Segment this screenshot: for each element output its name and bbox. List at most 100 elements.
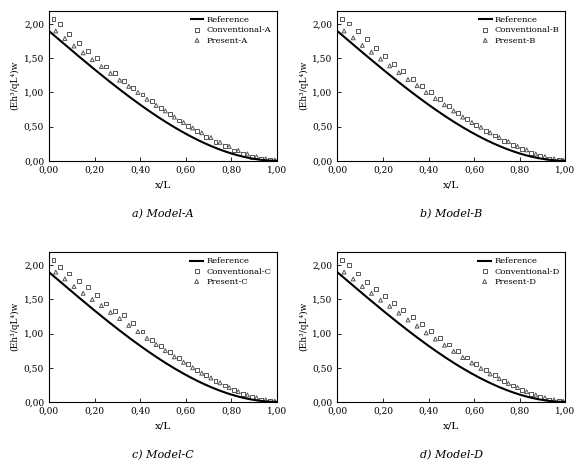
Reference [562, 158, 569, 164]
Conventional-A [156, 104, 165, 112]
Present-A [69, 42, 79, 50]
Present-D [485, 370, 495, 377]
Present-C [206, 374, 216, 382]
Line: Reference: Reference [49, 272, 277, 402]
Present-A [142, 96, 152, 103]
Conventional-C [120, 311, 129, 319]
Conventional-B [344, 20, 353, 27]
Present-A [216, 139, 225, 146]
Present-A [106, 69, 115, 77]
Y-axis label: (Eh³/qL⁴)w: (Eh³/qL⁴)w [299, 302, 308, 351]
X-axis label: x/L: x/L [155, 421, 171, 430]
Conventional-C [138, 327, 147, 335]
Present-D [495, 375, 504, 382]
Text: c) Model-C: c) Model-C [132, 450, 194, 460]
Reference [46, 29, 53, 34]
Present-C [151, 341, 161, 348]
Reference [45, 269, 52, 275]
Reference [238, 153, 245, 159]
Conventional-C [49, 256, 58, 264]
Present-B [485, 129, 495, 137]
Present-A [161, 107, 170, 115]
Present-C [161, 347, 170, 355]
Present-B [339, 27, 349, 35]
Legend: Reference, Conventional-A, Present-A: Reference, Conventional-A, Present-A [189, 15, 273, 46]
Reference [46, 270, 53, 276]
Present-C [197, 369, 206, 377]
Conventional-A [238, 150, 247, 158]
Reference [469, 130, 476, 136]
Conventional-B [435, 96, 445, 103]
Conventional-D [472, 360, 481, 367]
Conventional-D [353, 270, 363, 278]
Present-B [385, 62, 394, 69]
Present-C [115, 315, 124, 322]
Present-A [197, 129, 206, 137]
Present-A [79, 49, 88, 57]
Conventional-B [545, 155, 554, 162]
Reference [274, 158, 281, 164]
Conventional-C [74, 277, 83, 285]
Conventional-D [417, 320, 427, 328]
Conventional-D [337, 256, 346, 264]
Reference [473, 132, 481, 138]
Conventional-D [508, 382, 517, 389]
Conventional-C [64, 270, 74, 278]
Conventional-C [129, 319, 138, 327]
Line: Reference: Reference [337, 272, 565, 402]
Conventional-C [101, 300, 111, 307]
Conventional-B [462, 115, 472, 123]
Present-D [467, 359, 476, 367]
Conventional-B [444, 102, 454, 110]
Present-A [133, 89, 142, 96]
Conventional-A [120, 77, 129, 85]
Conventional-A [257, 155, 266, 162]
Conventional-B [499, 137, 509, 145]
Line: Reference: Reference [49, 31, 277, 161]
Present-C [261, 396, 270, 404]
Conventional-D [454, 347, 463, 355]
Present-C [224, 384, 234, 391]
Conventional-B [353, 27, 363, 35]
Present-B [394, 69, 404, 77]
Conventional-C [238, 390, 247, 397]
Conventional-D [372, 286, 381, 293]
Conventional-C [229, 387, 239, 394]
Conventional-D [490, 371, 499, 379]
Present-B [476, 123, 486, 131]
Present-C [60, 275, 70, 283]
Reference [540, 397, 547, 403]
Conventional-A [220, 143, 229, 150]
Conventional-C [156, 342, 165, 350]
Conventional-A [64, 30, 74, 38]
Conventional-A [92, 55, 101, 62]
Conventional-D [536, 393, 545, 401]
Present-C [216, 379, 225, 387]
Conventional-B [472, 121, 481, 129]
Conventional-B [554, 156, 563, 164]
Conventional-A [83, 47, 93, 55]
Present-D [421, 329, 431, 337]
Conventional-C [83, 283, 93, 291]
Present-B [458, 113, 468, 121]
Conventional-A [202, 133, 211, 141]
Present-B [413, 82, 422, 89]
Conventional-D [545, 396, 554, 404]
Conventional-B [481, 127, 490, 135]
Conventional-D [499, 377, 509, 385]
Y-axis label: (Eh³/qL⁴)w: (Eh³/qL⁴)w [11, 302, 19, 351]
Present-A [270, 156, 280, 164]
Present-D [431, 335, 440, 343]
Conventional-A [56, 20, 65, 28]
Present-A [252, 153, 261, 160]
Conventional-D [426, 327, 435, 335]
Reference [252, 397, 259, 403]
Present-A [124, 82, 134, 90]
Reference [333, 28, 340, 34]
Conventional-A [129, 84, 138, 91]
Reference [469, 371, 476, 377]
Present-B [349, 34, 358, 41]
Conventional-B [508, 141, 517, 149]
X-axis label: x/L: x/L [155, 180, 171, 189]
Present-C [79, 289, 88, 297]
